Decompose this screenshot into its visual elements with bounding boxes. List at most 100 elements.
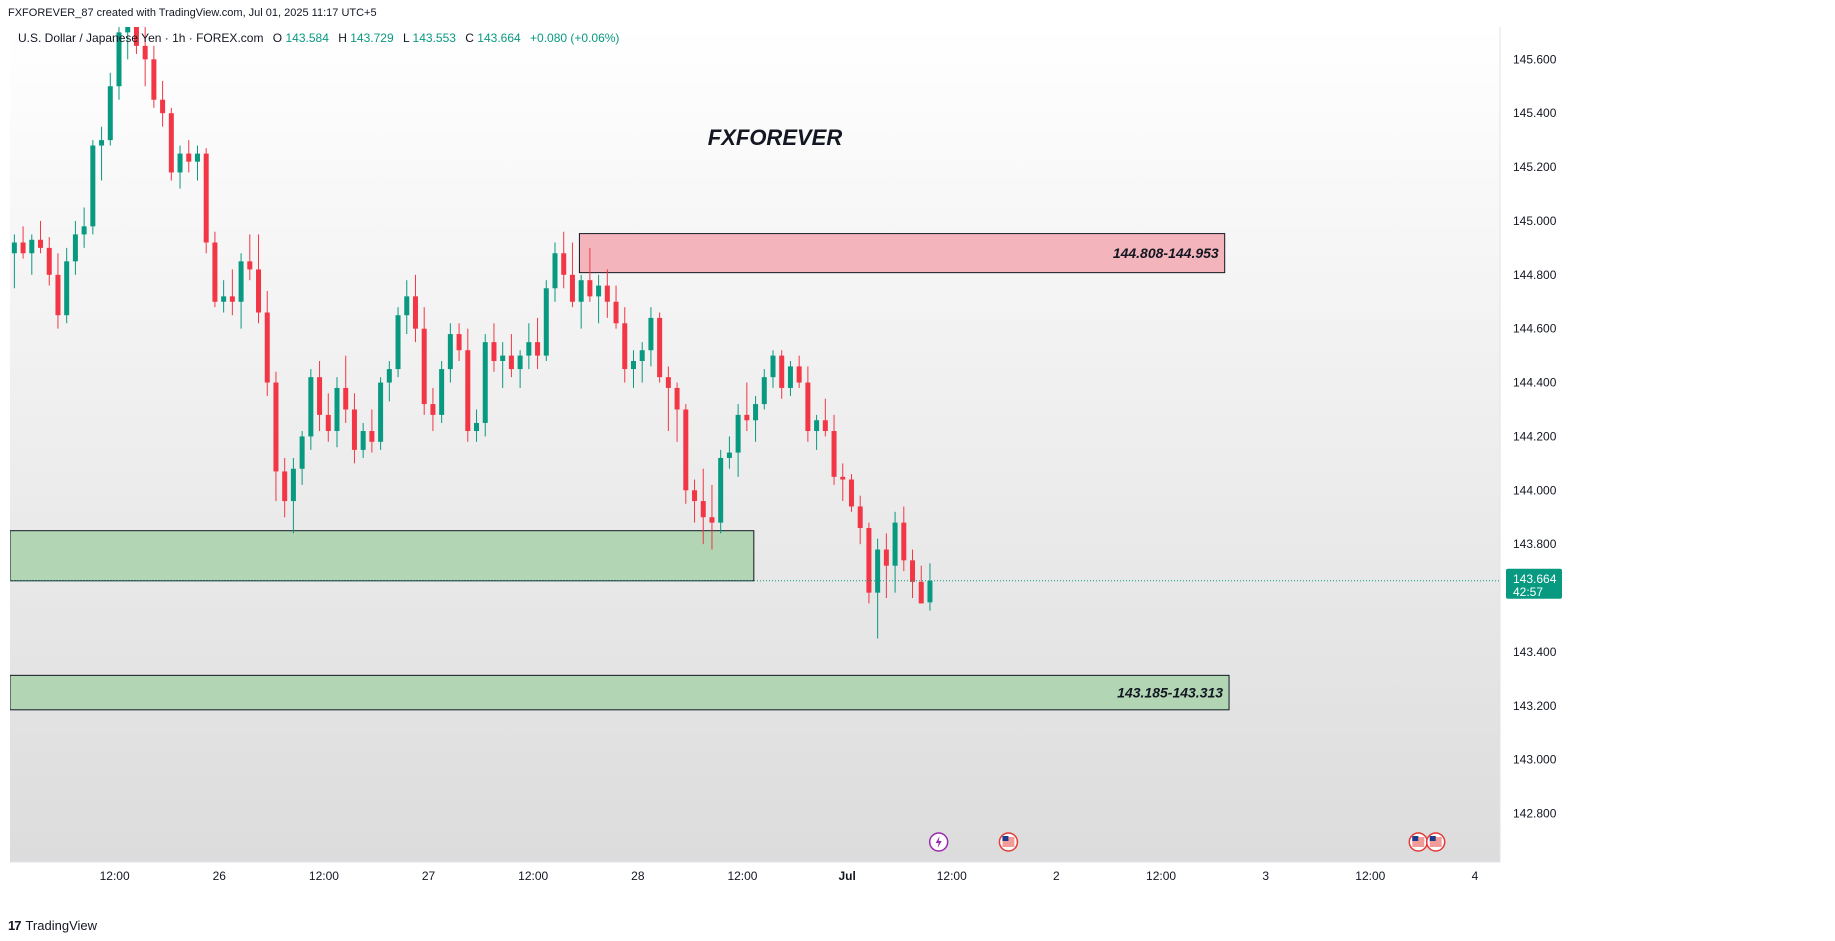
candle [299, 431, 305, 485]
time-tick-hour: 12:00 [518, 869, 548, 883]
candle-body [273, 382, 279, 472]
candle-body [369, 431, 375, 442]
candle-body [735, 414, 741, 453]
candle [561, 231, 567, 289]
candle-body [587, 280, 593, 297]
time-tick-day: 27 [422, 869, 436, 883]
time-tick-day: 28 [631, 869, 645, 883]
candle [168, 107, 174, 181]
candle [700, 468, 706, 545]
candle-body [840, 476, 846, 480]
candle-body [360, 431, 366, 450]
candle-body [38, 239, 44, 248]
tradingview-footer[interactable]: 17 TradingView [8, 918, 97, 933]
lightning-icon[interactable] [928, 832, 949, 852]
chart-area[interactable]: 144.808-144.953 143.185-143.313 145.600 14… [10, 27, 1765, 907]
candle-body [779, 355, 785, 388]
candle-body [692, 490, 698, 502]
change-value: +0.080 (+0.06%) [530, 31, 619, 45]
candle [395, 307, 401, 378]
candle-body [726, 452, 732, 458]
us-flag-icon[interactable] [1425, 832, 1446, 852]
candle [753, 396, 759, 442]
candle [99, 126, 105, 181]
candle [133, 27, 139, 54]
zones-layer: 144.808-144.953 143.185-143.313 [10, 233, 1230, 711]
candle [866, 522, 872, 604]
candle [744, 382, 750, 432]
candle-body [404, 296, 410, 316]
candle-body [831, 431, 837, 477]
time-tick-hour: 12:00 [1355, 869, 1385, 883]
candle-body [229, 296, 235, 302]
candle [840, 463, 846, 502]
candle [918, 565, 924, 604]
candle-body [430, 404, 436, 415]
candle [116, 27, 122, 100]
candle [456, 323, 462, 361]
candle-body [142, 45, 148, 60]
candle-body [753, 404, 759, 421]
candle-body [334, 387, 340, 432]
candle-body [657, 317, 663, 378]
candle [718, 449, 724, 534]
candle [72, 220, 78, 275]
candle-body [465, 350, 471, 432]
candle-body [256, 269, 262, 313]
price-tick-label: 145.400 [1513, 106, 1557, 120]
candle [46, 237, 52, 286]
candle [334, 377, 340, 448]
candle [247, 234, 253, 281]
tradingview-logo-icon: 17 [8, 918, 22, 933]
candle [421, 307, 427, 415]
open-value: 143.584 [285, 31, 329, 45]
candle-body [308, 377, 314, 437]
candle [848, 474, 854, 512]
zone-supply[interactable] [578, 233, 1226, 274]
candle [264, 290, 270, 397]
zone-demand-lower[interactable] [10, 674, 1230, 711]
candle [256, 234, 262, 324]
candle [282, 457, 288, 518]
candle-body [674, 387, 680, 410]
price-axis[interactable]: 145.600 145.400 145.200 145.000 144.800 144.6… [1506, 52, 1562, 821]
candle [683, 404, 689, 504]
candle-body [456, 334, 462, 351]
candle-body [282, 471, 288, 502]
candle [578, 274, 584, 329]
price-tick-label: 144.000 [1513, 483, 1557, 497]
candle [186, 140, 192, 173]
candle [500, 342, 506, 388]
candle-body [665, 377, 671, 388]
candle [543, 280, 549, 361]
candle [674, 382, 680, 442]
candle-body [561, 253, 567, 275]
candle [142, 27, 148, 87]
candle [11, 234, 17, 289]
time-tick-hour: 12:00 [937, 869, 967, 883]
candle [20, 226, 26, 259]
candle-body [64, 261, 70, 316]
candle [465, 328, 471, 442]
candle [613, 285, 619, 329]
candle-body [526, 342, 532, 356]
candle-body [238, 261, 244, 302]
price-tick-label: 143.200 [1513, 699, 1557, 713]
us-flag-icon[interactable] [998, 832, 1019, 852]
candle-body [552, 253, 558, 289]
time-tick-day: 2 [1053, 869, 1060, 883]
tradingview-brand: TradingView [25, 918, 98, 933]
low-value: 143.553 [413, 31, 457, 45]
candle [814, 414, 820, 450]
time-axis[interactable]: 12:00 26 12:00 27 12:00 28 12:00 Jul 12:00 2 12:00… [100, 869, 1479, 883]
candle-body [683, 409, 689, 491]
candle [796, 355, 802, 388]
zone-demand-upper[interactable] [10, 530, 755, 582]
candle [160, 80, 166, 127]
time-tick-hour: 12:00 [309, 869, 339, 883]
us-flag-icon[interactable] [1408, 832, 1429, 852]
candle-body [482, 342, 488, 423]
candle-body [290, 468, 296, 502]
